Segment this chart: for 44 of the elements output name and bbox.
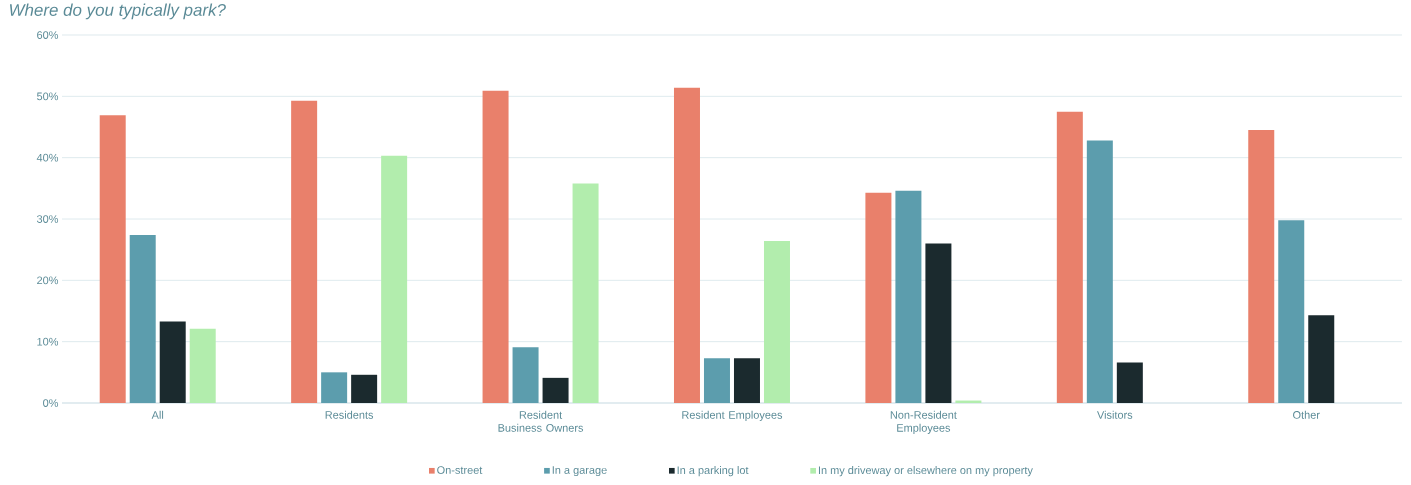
bar [1116, 362, 1143, 403]
bar [129, 234, 156, 403]
bar [865, 192, 892, 403]
y-tick-label: 0% [43, 399, 59, 407]
bar [321, 372, 348, 403]
bar [733, 358, 760, 403]
bar [159, 321, 186, 403]
legend-label: In a parking lot [677, 466, 749, 477]
bar [542, 377, 569, 403]
y-tick-label: 40% [36, 153, 59, 162]
x-tick-label: Visitors [1097, 410, 1133, 419]
bar [381, 155, 408, 403]
legend-label: In my driveway or elsewhere on my property [818, 466, 1033, 477]
x-tick-label: Resident Business Owners [498, 410, 584, 432]
bar [703, 358, 730, 403]
x-tick-label: Non-Resident Employees [890, 410, 957, 434]
bar [1248, 130, 1275, 403]
x-tick-label: Other [1293, 410, 1320, 419]
y-tick-label: 20% [37, 276, 59, 285]
bar [482, 90, 509, 403]
bar [1056, 111, 1083, 403]
chart-title: Where do you typically park? [9, 3, 226, 20]
bar [925, 243, 952, 403]
bar [189, 328, 216, 403]
bar [351, 374, 378, 403]
bar [572, 183, 599, 403]
bar [895, 190, 922, 403]
bar [1086, 140, 1113, 403]
y-tick-label: 30% [36, 215, 59, 223]
x-tick-label: Resident Employees [682, 410, 783, 421]
bar [1278, 220, 1305, 403]
legend-label: In a garage [552, 466, 607, 477]
y-tick-label: 60% [37, 31, 59, 39]
bar [763, 241, 790, 403]
x-tick-label: Residents [325, 410, 374, 419]
bar [673, 87, 700, 403]
legend-label: On-street [437, 466, 483, 474]
bar [1308, 315, 1335, 403]
x-tick-label: All [151, 410, 164, 419]
bar [291, 100, 318, 403]
y-tick-label: 50% [36, 92, 59, 101]
y-tick-label: 10% [37, 337, 59, 346]
bar [99, 115, 126, 403]
bar [512, 347, 539, 403]
